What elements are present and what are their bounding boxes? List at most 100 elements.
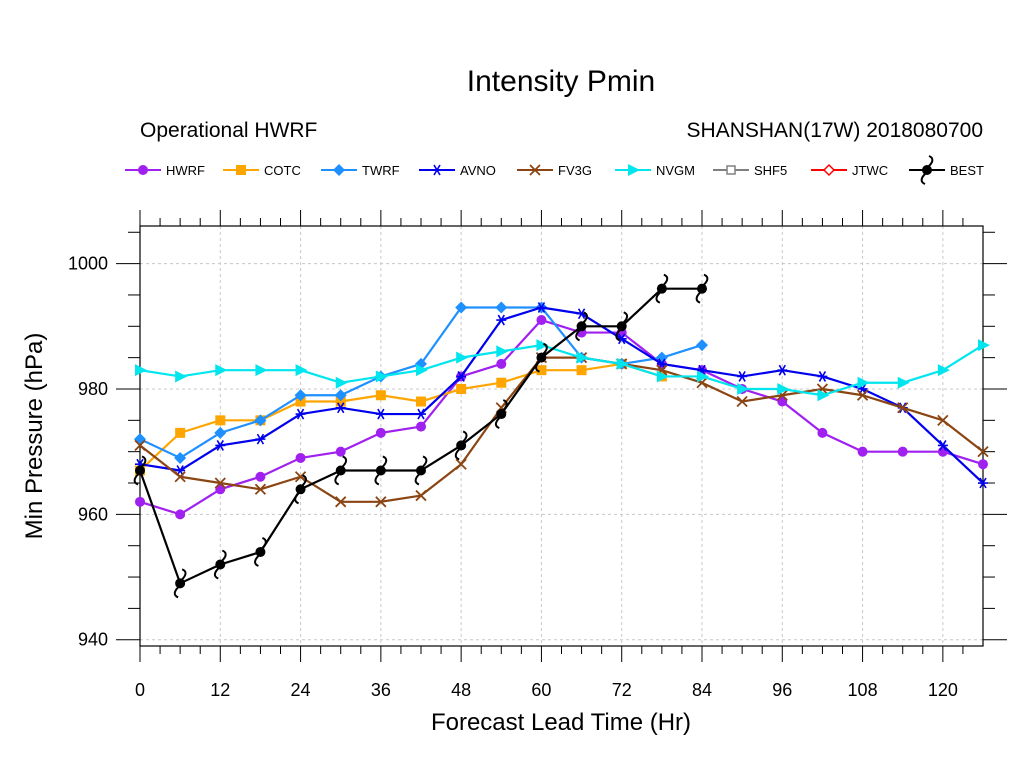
chart-subtitle-left: Operational HWRF (140, 119, 317, 142)
legend-marker (529, 164, 541, 176)
legend-marker (726, 165, 736, 175)
data-point (416, 364, 428, 377)
data-point (817, 389, 830, 402)
data-point (254, 537, 267, 567)
data-point (777, 382, 790, 395)
data-point (215, 364, 228, 377)
x-tick-label: 72 (612, 680, 632, 700)
storm-arm (462, 430, 468, 443)
legend-marker (432, 164, 442, 176)
storm-arm (535, 360, 541, 373)
storm-arm (454, 448, 460, 461)
data-point (335, 402, 346, 414)
data-point (375, 390, 386, 401)
data-point (416, 421, 426, 432)
data-point (978, 477, 988, 489)
data-point (375, 408, 386, 420)
storm-arm (221, 549, 227, 562)
storm-core (456, 440, 467, 451)
data-point (576, 351, 589, 364)
data-point (456, 351, 469, 364)
data-point (655, 351, 668, 364)
series-avno (135, 302, 988, 489)
series-nvgm (135, 339, 990, 402)
data-point (135, 364, 147, 377)
x-tick-label: 36 (371, 680, 391, 700)
data-point (737, 382, 750, 395)
x-tick-label: 24 (291, 680, 311, 700)
data-point (777, 364, 788, 376)
data-point (978, 339, 990, 352)
legend-label: FV3G (558, 163, 592, 178)
storm-core (922, 165, 932, 175)
data-point (134, 439, 146, 452)
data-point (294, 389, 307, 402)
storm-arm (301, 474, 307, 486)
data-point (536, 302, 547, 313)
y-axis-label: Min Pressure (hPa) (21, 333, 48, 540)
data-point (174, 471, 186, 483)
data-point (655, 273, 669, 304)
storm-arm (494, 417, 501, 429)
x-tick-label: 60 (531, 680, 551, 700)
storm-core (255, 546, 266, 557)
legend-item-best: BEST (909, 155, 984, 185)
plot-area: 0 12 24 36 48 60 72 84 96 108 120 940 960 980 1000 (68, 210, 1007, 700)
storm-core (496, 409, 507, 420)
data-point (174, 451, 187, 464)
legend-marker (333, 164, 345, 176)
storm-arm (334, 473, 340, 486)
data-point (175, 509, 186, 520)
data-point (536, 339, 549, 352)
storm-core (135, 465, 145, 476)
data-point (214, 426, 227, 439)
data-point (215, 415, 226, 426)
storm-core (295, 484, 306, 495)
data-point (496, 345, 509, 358)
storm-arm (703, 273, 709, 286)
data-point (335, 496, 347, 508)
x-tick-label: 48 (451, 680, 471, 700)
x-tick-label: 108 (848, 680, 878, 700)
data-point (255, 471, 266, 482)
data-point (535, 342, 548, 373)
storm-core (656, 283, 667, 294)
legend-marker (920, 155, 934, 185)
storm-arm (920, 173, 926, 185)
data-point (335, 396, 346, 407)
data-point (496, 377, 507, 388)
legend-label: BEST (950, 163, 984, 178)
data-point (857, 376, 870, 389)
data-point (495, 301, 508, 314)
legend-label: NVGM (656, 163, 695, 178)
data-point (454, 430, 468, 461)
data-point (616, 357, 629, 370)
data-point (494, 399, 508, 429)
data-point (817, 371, 828, 382)
data-point (134, 433, 146, 446)
storm-arm (542, 342, 548, 355)
data-point (697, 370, 709, 383)
series-line (139, 306, 984, 484)
data-point (496, 358, 507, 369)
legend-item-jtwc: JTWC (811, 163, 888, 178)
data-point (937, 439, 948, 451)
data-point (897, 446, 908, 457)
data-point (295, 364, 308, 377)
y-tick-label: 940 (78, 630, 108, 650)
y-tick-label: 1000 (68, 254, 108, 274)
legend-label: AVNO (460, 163, 496, 178)
data-point (456, 371, 467, 382)
storm-arm (254, 555, 260, 567)
data-point (656, 370, 669, 383)
data-point (978, 459, 988, 470)
data-point (576, 365, 587, 376)
data-point (133, 455, 147, 486)
storm-arm (213, 567, 220, 580)
storm-arm (575, 329, 581, 342)
data-point (856, 389, 869, 401)
legend-marker (236, 165, 246, 175)
data-point (857, 446, 868, 457)
storm-arm (582, 311, 588, 324)
